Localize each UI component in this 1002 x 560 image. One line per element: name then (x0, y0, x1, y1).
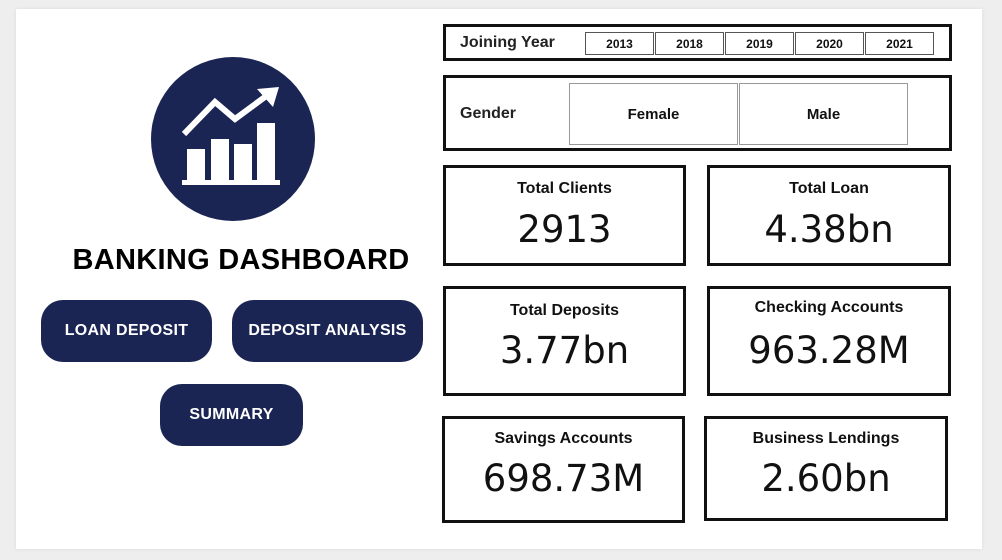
deposit-analysis-button[interactable]: DEPOSIT ANALYSIS (232, 300, 423, 362)
year-option-2018[interactable]: 2018 (655, 32, 724, 55)
loan-deposit-button[interactable]: LOAN DEPOSIT (41, 300, 212, 362)
kpi-value: 698.73M (482, 457, 645, 500)
kpi-card-checking-accounts: Checking Accounts 963.28M (707, 286, 951, 396)
kpi-label: Checking Accounts (754, 299, 904, 316)
kpi-label: Total Clients (517, 180, 612, 197)
kpi-label: Total Loan (789, 180, 869, 197)
year-option-2019[interactable]: 2019 (725, 32, 794, 55)
summary-button[interactable]: SUMMARY (160, 384, 303, 446)
bar-chart-trend-up-icon (151, 57, 315, 221)
year-option-2021[interactable]: 2021 (865, 32, 934, 55)
kpi-card-total-loan: Total Loan 4.38bn (707, 165, 951, 266)
kpi-label: Total Deposits (509, 302, 620, 319)
gender-slicer: Gender Female Male (443, 75, 952, 151)
kpi-label: Business Lendings (752, 430, 900, 447)
kpi-value: 2913 (517, 208, 612, 251)
kpi-card-total-deposits: Total Deposits 3.77bn (443, 286, 686, 396)
kpi-card-savings-accounts: Savings Accounts 698.73M (442, 416, 685, 523)
kpi-label: Savings Accounts (494, 430, 633, 447)
logo-graphic (181, 87, 280, 185)
kpi-value: 2.60bn (761, 457, 891, 500)
joining-year-slicer: Joining Year 2013 2018 2019 2020 2021 (443, 24, 952, 61)
gender-option-male[interactable]: Male (739, 83, 908, 145)
kpi-value: 4.38bn (764, 208, 894, 251)
year-option-2013[interactable]: 2013 (585, 32, 654, 55)
year-option-2020[interactable]: 2020 (795, 32, 864, 55)
gender-label: Gender (460, 105, 517, 122)
joining-year-label: Joining Year (460, 34, 555, 51)
kpi-value: 963.28M (748, 329, 910, 372)
kpi-card-business-lendings: Business Lendings 2.60bn (704, 416, 948, 521)
gender-option-female[interactable]: Female (569, 83, 738, 145)
kpi-card-total-clients: Total Clients 2913 (443, 165, 686, 266)
kpi-value: 3.77bn (499, 329, 630, 372)
page-title: BANKING DASHBOARD (72, 244, 410, 276)
